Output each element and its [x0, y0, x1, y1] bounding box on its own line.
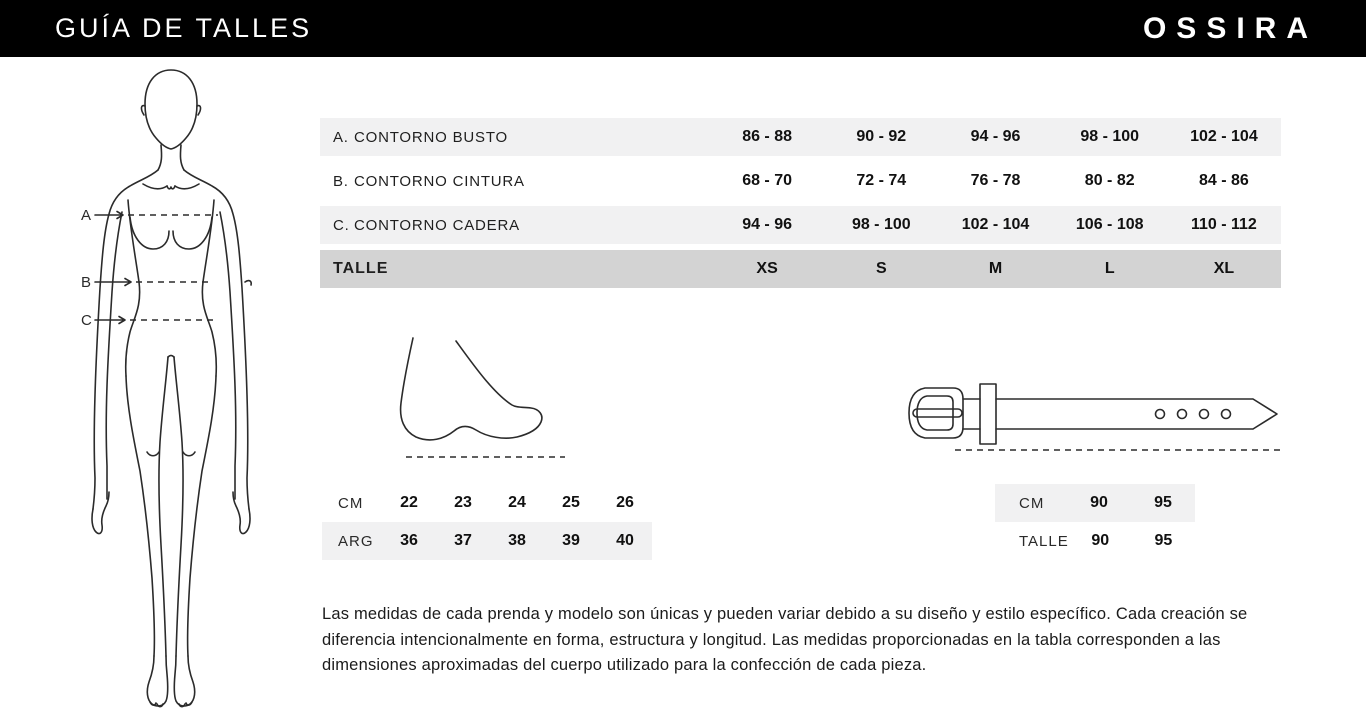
table-cell: 95	[1154, 494, 1172, 511]
table-cell: 24	[508, 494, 526, 511]
row-label: A. CONTORNO BUSTO	[320, 129, 710, 146]
table-cell: 76 - 78	[970, 172, 1021, 189]
shoe-size-table: CM 22 23 24 25 26 ARG 36 37 38 39 40	[322, 484, 652, 560]
table-cell: 86 - 88	[742, 128, 792, 145]
row-key: A.	[333, 128, 349, 146]
table-cell: 23	[454, 494, 472, 511]
row-label: TALLE	[333, 260, 389, 277]
table-cell: 37	[454, 532, 472, 549]
row-label: ARG	[338, 532, 374, 550]
table-cell: 102 - 104	[1190, 128, 1258, 145]
row-label: B. CONTORNO CINTURA	[320, 173, 710, 190]
table-cell: 38	[508, 532, 526, 549]
row-label: CM	[338, 494, 364, 512]
table-cell: 106 - 108	[1075, 216, 1144, 233]
size-table: A. CONTORNO BUSTO 86 - 88 90 - 92 94 - 9…	[320, 118, 1281, 294]
size-cell-s: S	[875, 260, 887, 277]
table-row-hip: C. CONTORNO CADERA 94 - 96 98 - 100 102 …	[320, 206, 1281, 244]
belt-diagram	[905, 378, 1285, 458]
row-label: C. CONTORNO CADERA	[320, 217, 710, 234]
page-title: GUÍA DE TALLES	[55, 13, 313, 43]
female-figure-illustration: A B C	[81, 69, 252, 708]
female-figure-diagram: A B C	[55, 60, 305, 725]
table-row-talle: TALLE XS S M L XL	[320, 250, 1281, 288]
row-label: CM	[1019, 494, 1045, 512]
table-cell: 94 - 96	[970, 128, 1021, 145]
row-name: CONTORNO CADERA	[354, 216, 520, 234]
belt-size-table: CM 90 95 TALLE 90 95	[995, 484, 1195, 560]
table-cell: 25	[562, 494, 580, 511]
hip-measure-label: C	[81, 312, 93, 329]
bust-measure-label: A	[81, 207, 92, 224]
table-cell: 90	[1090, 494, 1108, 511]
app-header: GUÍA DE TALLES OSSIRA	[0, 0, 1366, 57]
table-cell: 80 - 82	[1084, 172, 1135, 189]
table-row-waist: B. CONTORNO CINTURA 68 - 70 72 - 74 76 -…	[320, 162, 1281, 200]
shoe-row-cm: CM 22 23 24 25 26	[322, 484, 652, 522]
disclaimer-text: Las medidas de cada prenda y modelo son …	[322, 605, 1248, 674]
shoe-row-arg: ARG 36 37 38 39 40	[322, 522, 652, 560]
table-cell: 90 - 92	[856, 128, 907, 145]
belt-illustration	[908, 383, 1283, 451]
table-cell: 98 - 100	[1080, 128, 1140, 145]
brand-logo: OSSIRA	[1142, 11, 1318, 45]
table-cell: 26	[616, 494, 634, 511]
row-name: CONTORNO BUSTO	[354, 128, 508, 146]
size-cell-xs: XS	[756, 260, 778, 277]
table-cell: 98 - 100	[851, 216, 911, 233]
table-cell: 39	[562, 532, 580, 549]
table-row-bust: A. CONTORNO BUSTO 86 - 88 90 - 92 94 - 9…	[320, 118, 1281, 156]
foot-diagram	[385, 335, 585, 465]
waist-measure-label: B	[81, 274, 92, 291]
foot-illustration	[399, 337, 565, 458]
table-cell: 22	[400, 494, 418, 511]
table-cell: 102 - 104	[961, 216, 1030, 233]
size-cell-l: L	[1104, 260, 1115, 277]
table-cell: 84 - 86	[1199, 172, 1249, 189]
table-cell: 72 - 74	[856, 172, 907, 189]
table-cell: 36	[400, 532, 418, 549]
belt-row-cm: CM 90 95	[995, 484, 1195, 522]
table-cell: 94 - 96	[742, 216, 792, 233]
size-cell-xl: XL	[1213, 260, 1235, 277]
row-key: C.	[333, 216, 350, 234]
table-cell: 95	[1154, 532, 1173, 549]
table-cell: 40	[616, 532, 634, 549]
belt-row-talle: TALLE 90 95	[995, 522, 1195, 560]
table-cell: 68 - 70	[742, 172, 792, 189]
row-label: TALLE	[1019, 532, 1069, 550]
size-cell-m: M	[988, 260, 1003, 277]
table-cell: 110 - 112	[1190, 216, 1257, 233]
row-name: CONTORNO CINTURA	[354, 172, 525, 190]
table-cell: 90	[1091, 532, 1110, 549]
row-key: B.	[333, 172, 349, 190]
